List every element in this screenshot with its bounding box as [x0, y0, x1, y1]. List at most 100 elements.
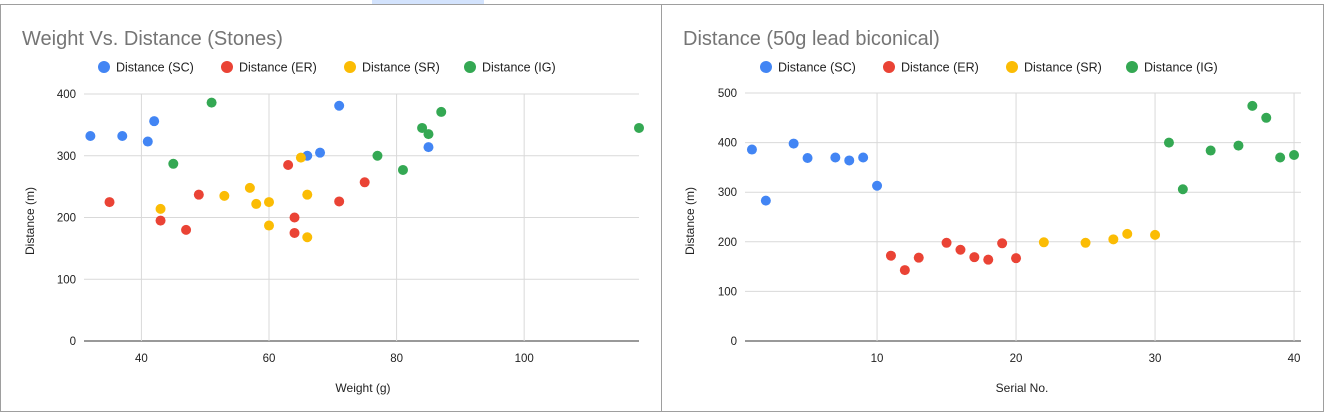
legend-marker [760, 61, 772, 73]
legend-label: Distance (SC) [778, 61, 856, 75]
x-tick-label: 40 [135, 353, 148, 365]
y-axis-title: Distance (m) [683, 187, 697, 255]
y-axis-title: Distance (m) [23, 187, 37, 255]
data-point[interactable] [104, 197, 115, 208]
data-point[interactable] [417, 122, 428, 133]
data-point[interactable] [788, 138, 799, 149]
data-point[interactable] [1247, 100, 1258, 111]
data-point[interactable] [142, 136, 153, 147]
x-tick-label: 100 [515, 353, 534, 365]
data-point[interactable] [997, 238, 1008, 249]
chart-gridlines [84, 93, 639, 342]
data-point[interactable] [334, 196, 345, 207]
data-point[interactable] [1205, 145, 1216, 156]
data-point[interactable] [283, 160, 294, 171]
data-point[interactable] [155, 203, 166, 214]
data-point[interactable] [251, 198, 262, 209]
data-point[interactable] [830, 152, 841, 163]
data-point[interactable] [1261, 112, 1272, 123]
chart-svg-weight-vs-distance: Weight Vs. Distance (Stones) Distance (S… [22, 28, 644, 395]
data-point[interactable] [219, 190, 230, 201]
data-point[interactable] [1275, 152, 1286, 163]
data-point[interactable] [264, 197, 274, 208]
data-point[interactable] [315, 147, 326, 158]
data-point[interactable] [746, 144, 757, 155]
y-tick-label: 100 [718, 286, 737, 298]
data-point[interactable] [85, 130, 96, 141]
data-point[interactable] [1080, 237, 1091, 248]
y-tick-label: 300 [718, 187, 737, 199]
data-point[interactable] [1122, 228, 1133, 239]
data-point[interactable] [634, 122, 644, 133]
data-point[interactable] [359, 177, 370, 188]
legend-label: Distance (SR) [362, 61, 440, 75]
data-point[interactable] [885, 250, 896, 261]
data-point[interactable] [295, 152, 306, 163]
y-tick-label: 200 [718, 237, 737, 249]
y-tick-label: 200 [57, 213, 76, 225]
data-point[interactable] [423, 142, 434, 153]
y-tick-label: 0 [70, 336, 76, 348]
data-point[interactable] [872, 180, 883, 191]
data-point[interactable] [372, 150, 383, 161]
legend-label: Distance (ER) [901, 61, 979, 75]
data-point[interactable] [302, 189, 313, 200]
y-tick-label: 400 [718, 138, 737, 150]
x-tick-label: 20 [1010, 353, 1023, 365]
selected-column-header-strip [372, 0, 484, 4]
data-point[interactable] [913, 252, 924, 263]
y-tick-label: 100 [57, 274, 76, 286]
data-point[interactable] [264, 220, 274, 231]
data-point[interactable] [168, 158, 179, 169]
data-point[interactable] [941, 237, 952, 248]
data-point[interactable] [334, 100, 345, 111]
chart-svg-distance-50g-lead-biconical: Distance (50g lead biconical) Distance (… [683, 28, 1301, 395]
data-point[interactable] [423, 129, 434, 140]
legend-marker [1126, 61, 1138, 73]
data-point[interactable] [1233, 140, 1244, 151]
legend-marker [98, 61, 110, 73]
chart-distance-50g-lead-biconical[interactable]: Distance (50g lead biconical) Distance (… [661, 4, 1324, 412]
data-point[interactable] [155, 215, 166, 226]
data-point[interactable] [858, 152, 869, 163]
data-point[interactable] [955, 244, 966, 255]
data-point[interactable] [289, 227, 300, 238]
data-point[interactable] [117, 130, 128, 141]
data-point[interactable] [969, 252, 980, 263]
data-point[interactable] [1038, 237, 1049, 248]
data-point[interactable] [149, 116, 160, 127]
data-point[interactable] [1108, 234, 1119, 245]
x-axis-title: Serial No. [996, 381, 1049, 395]
data-point[interactable] [1163, 137, 1174, 148]
chart-gridlines [745, 92, 1301, 342]
x-tick-label: 40 [1288, 353, 1301, 365]
data-point[interactable] [760, 195, 771, 206]
data-point[interactable] [302, 232, 313, 243]
data-point[interactable] [899, 265, 910, 276]
data-point[interactable] [1177, 184, 1188, 195]
y-tick-label: 500 [718, 88, 737, 100]
data-point[interactable] [244, 182, 255, 193]
legend-label: Distance (ER) [239, 61, 317, 75]
legend-marker [344, 61, 356, 73]
data-point[interactable] [802, 152, 813, 163]
data-point[interactable] [289, 212, 300, 223]
data-point[interactable] [983, 254, 994, 265]
data-point[interactable] [844, 155, 855, 166]
chart-weight-vs-distance[interactable]: Weight Vs. Distance (Stones) Distance (S… [0, 4, 662, 412]
data-point[interactable] [436, 106, 447, 117]
data-point[interactable] [181, 224, 192, 235]
chart-tick-labels: 0 100 200 300 400 40 60 80 100 [57, 89, 534, 365]
data-point[interactable] [193, 189, 204, 200]
x-tick-label: 60 [263, 353, 276, 365]
data-point[interactable] [1150, 229, 1161, 240]
data-point[interactable] [206, 97, 217, 108]
data-point[interactable] [1289, 150, 1300, 160]
y-tick-label: 400 [57, 89, 76, 101]
data-point[interactable] [1011, 253, 1022, 264]
legend-marker [464, 61, 476, 73]
data-point[interactable] [397, 164, 408, 175]
legend-marker [1006, 61, 1018, 73]
chart-title: Distance (50g lead biconical) [683, 28, 940, 50]
